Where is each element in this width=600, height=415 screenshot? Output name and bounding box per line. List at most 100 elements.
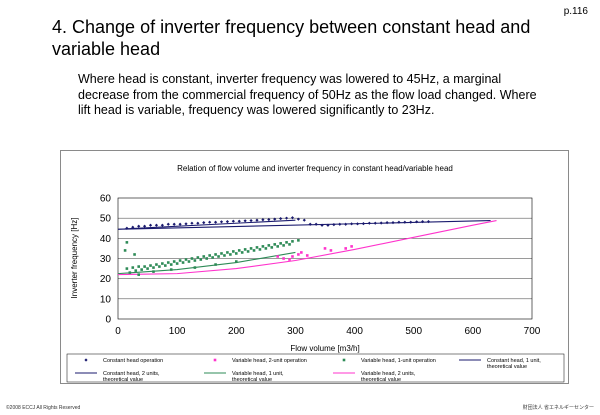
data-point — [125, 241, 129, 244]
x-tick-label: 500 — [405, 326, 422, 337]
data-point — [297, 239, 300, 242]
data-point — [291, 240, 294, 243]
data-point — [249, 218, 253, 223]
data-point — [149, 264, 152, 267]
data-point — [350, 222, 354, 226]
legend-label-line: Variable head, 2 units, — [361, 371, 416, 377]
x-tick-label: 300 — [287, 326, 304, 337]
data-point — [152, 266, 155, 269]
data-point — [125, 267, 129, 270]
data-point — [158, 265, 161, 268]
data-point — [314, 222, 318, 226]
legend-label-line: Constant head, 2 units, — [103, 371, 160, 377]
data-point — [237, 249, 241, 252]
data-point — [249, 247, 253, 250]
data-point — [187, 260, 191, 263]
data-point — [276, 255, 279, 258]
data-point — [154, 223, 159, 227]
data-point — [232, 250, 235, 253]
legend-label-line: theoretical value — [487, 364, 527, 370]
data-point — [282, 244, 285, 247]
data-point — [155, 263, 158, 266]
data-point — [223, 254, 226, 257]
data-point — [403, 220, 407, 224]
data-point — [196, 221, 200, 225]
data-point — [229, 253, 232, 256]
data-point — [282, 257, 285, 260]
data-point — [137, 273, 140, 276]
x-tick-label: 400 — [346, 326, 363, 337]
data-point — [338, 222, 342, 226]
data-point — [258, 248, 262, 251]
data-point — [205, 257, 209, 260]
data-point — [143, 224, 147, 228]
legend-label-line: Constant head, 1 unit, — [487, 358, 541, 364]
data-points — [123, 216, 431, 276]
data-point — [297, 253, 300, 256]
data-point — [290, 216, 295, 220]
theoretical-line — [117, 251, 296, 275]
data-point — [181, 261, 185, 264]
legend-label: Constant head, 2 units, theoretical value — [103, 371, 160, 383]
data-point — [332, 223, 336, 227]
chart-panel: Relation of flow volume and inverter fre… — [60, 150, 569, 384]
data-point — [420, 219, 425, 224]
data-point — [225, 219, 230, 224]
data-point — [208, 220, 212, 224]
legend-label: Variable head, 1-unit operation — [361, 358, 436, 364]
data-point — [137, 224, 141, 228]
data-point — [125, 226, 129, 230]
organization-name: 財団法人 省エネルギーセンター — [522, 405, 594, 411]
data-point — [270, 246, 274, 249]
data-point — [146, 267, 149, 270]
y-tick-label: 60 — [100, 194, 112, 205]
legend-label-line: theoretical value — [232, 377, 272, 383]
x-axis-label: Flow volume [m3/h] — [290, 344, 359, 353]
legend-label-line: theoretical value — [103, 377, 143, 383]
data-point — [344, 222, 348, 226]
data-point — [326, 223, 330, 227]
data-point — [178, 222, 182, 226]
data-point — [279, 242, 282, 245]
data-point — [409, 220, 413, 224]
data-point — [169, 268, 173, 271]
data-point — [202, 255, 206, 258]
legend-label-line: theoretical value — [361, 377, 401, 383]
data-point — [288, 243, 291, 246]
data-point — [131, 266, 135, 269]
legend-label: Constant head, 1 unit, theoretical value — [487, 358, 541, 370]
data-point — [172, 260, 176, 263]
data-point — [193, 266, 197, 269]
data-point — [152, 270, 155, 273]
data-point — [231, 219, 235, 223]
data-point — [123, 249, 127, 252]
data-point — [143, 265, 146, 268]
data-point — [178, 259, 182, 262]
x-axis-ticks: 0 100 200 300 400 500 600 700 — [115, 326, 541, 337]
data-point — [220, 252, 223, 255]
copyright-notice: ©2008 ECCJ All Rights Reserved — [6, 405, 81, 411]
data-point — [273, 243, 277, 246]
data-point — [288, 258, 291, 261]
data-point — [273, 217, 277, 221]
data-point — [279, 216, 283, 221]
data-point — [350, 245, 353, 248]
data-point — [355, 222, 360, 226]
data-point — [202, 221, 206, 225]
y-tick-label: 10 — [100, 294, 112, 305]
y-tick-label: 50 — [100, 214, 112, 225]
data-point — [267, 217, 271, 222]
chart-title: Relation of flow volume and inverter fre… — [177, 164, 453, 173]
data-point — [190, 221, 194, 225]
data-point — [128, 271, 132, 274]
data-point — [255, 246, 259, 249]
data-point — [190, 257, 194, 260]
data-point — [243, 219, 247, 223]
data-point — [243, 248, 247, 251]
data-point — [140, 268, 143, 271]
data-point — [214, 253, 217, 256]
theoretical-line — [117, 219, 296, 230]
y-tick-label: 30 — [100, 254, 112, 265]
data-point — [217, 255, 220, 258]
chart-svg: Relation of flow volume and inverter fre… — [66, 164, 565, 383]
